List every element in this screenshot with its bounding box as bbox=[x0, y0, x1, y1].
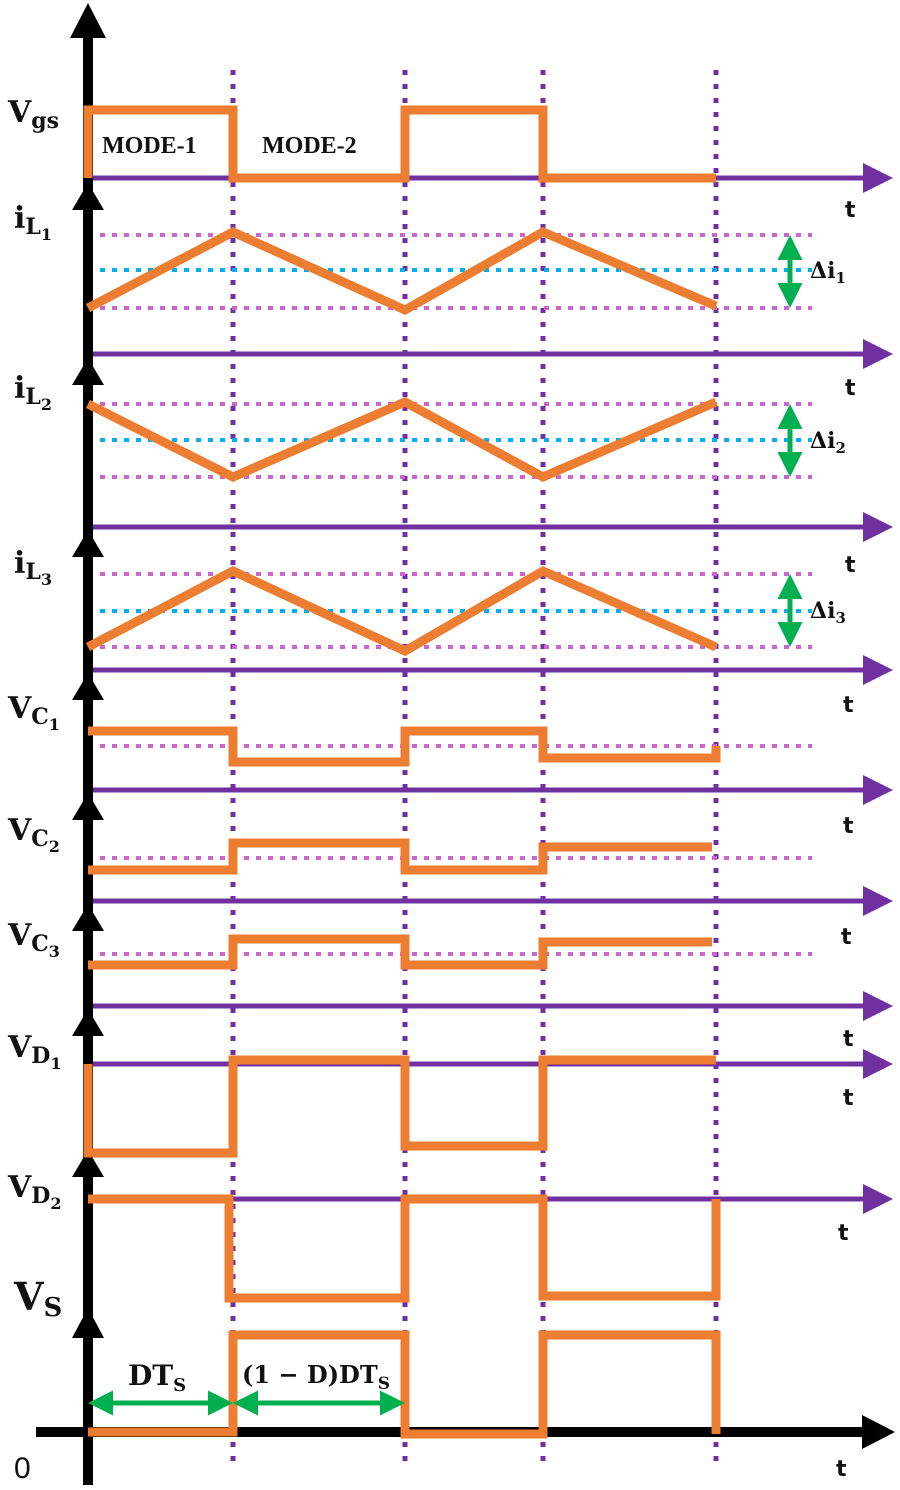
ripple-label-3: Δi3 bbox=[810, 598, 846, 627]
svg-text:t: t bbox=[845, 553, 856, 578]
ripple-arrows bbox=[88, 235, 803, 1416]
svg-text:t: t bbox=[845, 198, 856, 223]
ripple-label-1: Δi1 bbox=[810, 258, 846, 287]
ripple-label-2: Δi2 bbox=[810, 428, 846, 457]
svg-text:t: t bbox=[843, 814, 854, 839]
label-vd1: VD1 bbox=[7, 1030, 62, 1073]
il2-waveform bbox=[85, 396, 718, 483]
svg-text:t: t bbox=[843, 1027, 854, 1052]
vc3-waveform bbox=[88, 934, 712, 970]
ripple-labels: Δi1 Δi2 Δi3 bbox=[810, 258, 846, 627]
mode-2-label: MODE-2 bbox=[262, 133, 357, 159]
il1-waveform bbox=[85, 226, 718, 316]
svg-text:t: t bbox=[843, 693, 854, 718]
mode-1-label: MODE-1 bbox=[102, 133, 197, 159]
svg-text:t: t bbox=[845, 376, 856, 401]
svg-text:t: t bbox=[838, 1221, 849, 1246]
vgs-waveform bbox=[83, 105, 716, 183]
reference-lines bbox=[88, 233, 812, 956]
label-il2: iL2 bbox=[14, 371, 52, 414]
duty-off-label: (1 − D)DTS bbox=[242, 1360, 390, 1394]
label-il1: iL1 bbox=[14, 201, 52, 244]
vd1-waveform bbox=[83, 1055, 716, 1158]
svg-text:t: t bbox=[843, 1086, 854, 1111]
label-il3: iL3 bbox=[14, 546, 52, 589]
svg-text:t: t bbox=[836, 1457, 847, 1482]
waveforms bbox=[83, 105, 721, 1439]
time-labels: t t t t t t t t t t bbox=[836, 198, 856, 1482]
switch-boundaries bbox=[230, 70, 719, 1470]
duty-on-label: DTS bbox=[128, 1359, 186, 1396]
label-vs: VS bbox=[13, 1274, 62, 1323]
vc1-waveform bbox=[88, 726, 721, 767]
il3-waveform bbox=[85, 565, 718, 657]
label-vc1: VC1 bbox=[7, 691, 60, 734]
time-axes bbox=[88, 163, 893, 1214]
svg-text:t: t bbox=[841, 925, 852, 950]
vd2-waveform bbox=[88, 1194, 721, 1303]
label-vc3: VC3 bbox=[7, 918, 60, 961]
label-vd2: VD2 bbox=[7, 1170, 62, 1213]
origin-label: 0 bbox=[14, 1452, 31, 1485]
label-vgs: Vgs bbox=[7, 95, 59, 134]
signal-labels: Vgs iL1 iL2 iL3 VC1 VC2 VC3 VD1 VD2 VS bbox=[7, 95, 62, 1323]
label-vc2: VC2 bbox=[7, 813, 60, 856]
vc2-waveform bbox=[88, 838, 712, 875]
